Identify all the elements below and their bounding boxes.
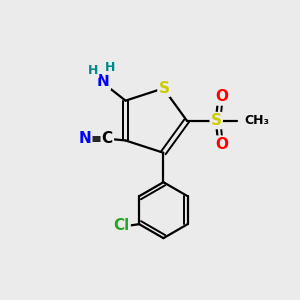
Text: CH₃: CH₃: [244, 114, 269, 127]
Text: N: N: [79, 131, 91, 146]
Text: C: C: [102, 131, 113, 146]
Text: O: O: [215, 89, 228, 104]
Text: H: H: [105, 61, 115, 74]
Text: N: N: [97, 74, 110, 89]
Text: Cl: Cl: [113, 218, 130, 233]
Text: S: S: [158, 81, 169, 96]
Text: S: S: [211, 113, 222, 128]
Text: H: H: [88, 64, 98, 77]
Text: O: O: [215, 136, 228, 152]
